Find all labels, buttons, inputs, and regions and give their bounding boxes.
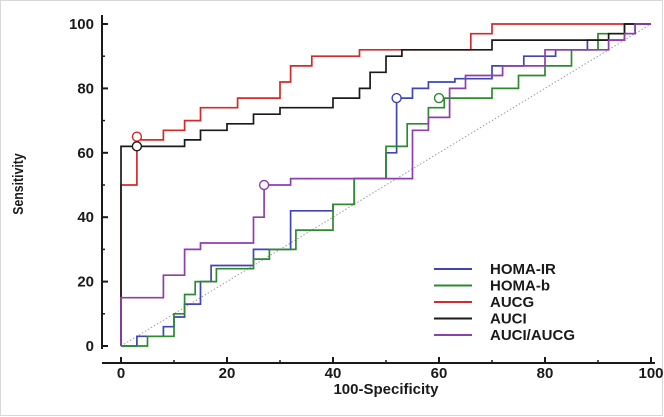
x-tick-label-80: 80 [537,365,554,382]
axes: 0 20 40 60 80 100 0 20 40 60 80 100 [69,15,663,382]
legend-label-auci-aucg: AUCI/AUCG [490,327,575,344]
y-tick-label-100: 100 [69,16,94,33]
x-tick-label-0: 0 [117,365,125,382]
cutoff-marker-aucg [131,131,143,142]
y-tick-label-20: 20 [77,274,94,291]
marker-layer [131,92,445,191]
legend-label-homa-b: HOMA-b [490,278,550,295]
x-tick-label-60: 60 [431,365,448,382]
x-axis-title: 100-Specificity [333,381,439,398]
x-tick-label-100: 100 [638,365,663,382]
y-tick-label-40: 40 [77,209,94,226]
x-tick-label-20: 20 [219,365,236,382]
cutoff-marker-auci [131,141,143,152]
legend-label-aucg: AUCG [490,294,534,311]
y-axis-title: Sensitivity [10,153,26,215]
series-line-auci-aucg [120,23,651,346]
y-tick-label-0: 0 [86,338,94,355]
legend-label-homa-ir: HOMA-IR [490,261,556,278]
cutoff-marker-homa-ir [391,92,402,104]
cutoff-marker-homa-b [433,92,445,104]
y-tick-label-60: 60 [77,145,94,162]
y-tick-label-80: 80 [77,80,94,97]
series-layer [120,23,651,347]
x-tick-label-40: 40 [325,365,342,382]
series-line-auci [120,23,651,346]
cutoff-marker-auci-aucg [258,179,270,191]
plot-area: 0 20 40 60 80 100 0 20 40 60 80 100 [69,15,663,382]
legend-label-auci: AUCI [490,311,527,328]
